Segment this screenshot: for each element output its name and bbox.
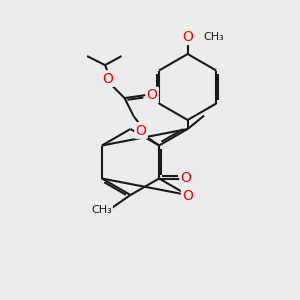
Text: O: O	[147, 88, 158, 102]
Text: O: O	[136, 124, 146, 137]
Text: O: O	[182, 190, 193, 203]
Text: CH₃: CH₃	[203, 32, 224, 43]
Text: O: O	[103, 72, 113, 86]
Text: O: O	[181, 172, 191, 185]
Text: O: O	[182, 30, 193, 44]
Text: CH₃: CH₃	[91, 205, 112, 215]
